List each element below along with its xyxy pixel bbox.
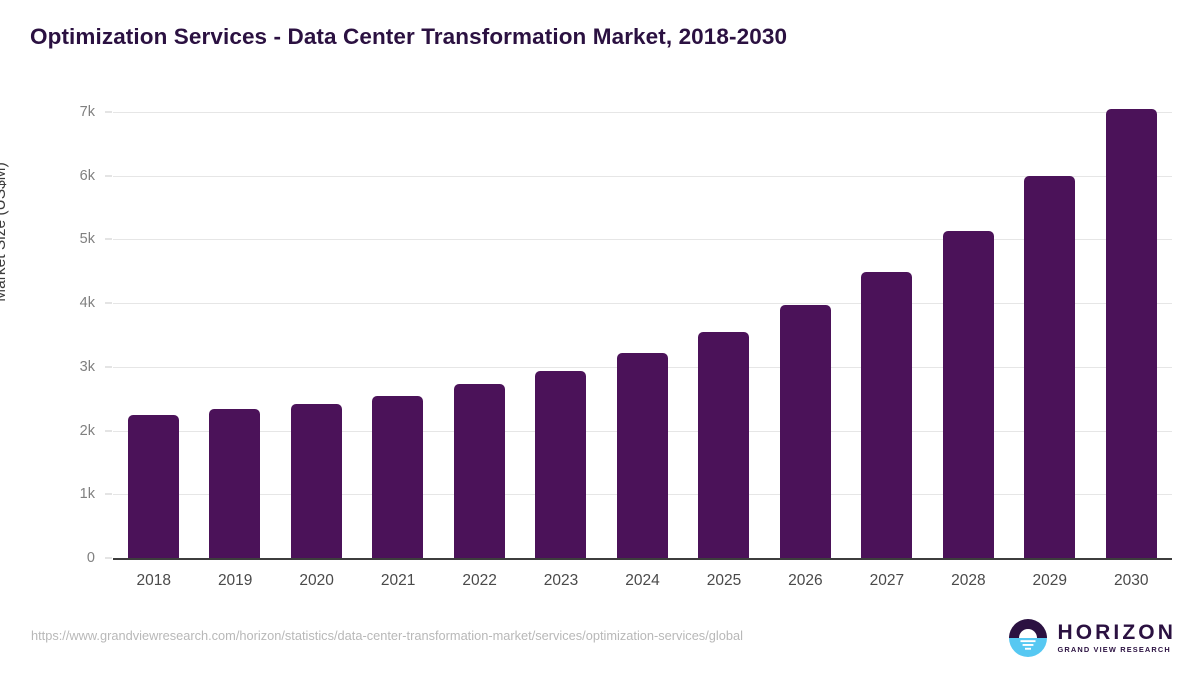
bar[interactable] — [861, 272, 913, 558]
page-title: Optimization Services - Data Center Tran… — [30, 24, 788, 49]
x-axis-tick-label: 2030 — [1114, 572, 1149, 589]
logo-wordmark: HORIZON — [1057, 621, 1176, 645]
x-axis-tick-label: 2028 — [951, 572, 986, 589]
bar-slot — [683, 112, 764, 558]
source-url[interactable]: https://www.grandviewresearch.com/horizo… — [31, 628, 743, 643]
y-axis-tick-mark — [105, 302, 112, 304]
bar[interactable] — [453, 384, 505, 558]
bar[interactable] — [128, 414, 179, 558]
bar-slot — [113, 112, 194, 558]
bar[interactable] — [942, 230, 994, 558]
x-axis-tick-label: 2022 — [462, 572, 497, 589]
x-axis-tick-label: 2018 — [136, 572, 171, 589]
x-axis-tick-label: 2025 — [706, 572, 742, 589]
bar-slot — [357, 112, 438, 558]
y-axis-tick-label: 6k — [79, 167, 95, 184]
bar-slot — [194, 112, 275, 558]
y-axis-title: Market Size (US$M) — [0, 162, 9, 302]
x-axis-tick-label: 2027 — [869, 572, 905, 589]
y-axis-tick-label: 5k — [79, 231, 95, 248]
y-axis-tick-label: 1k — [79, 486, 95, 503]
bar[interactable] — [372, 396, 424, 558]
x-axis-tick-label: 2023 — [543, 572, 579, 589]
bar-slot — [846, 112, 927, 558]
x-axis-tick-label: 2026 — [788, 572, 823, 589]
x-axis-line — [113, 558, 1172, 560]
y-axis-tick-mark — [105, 493, 112, 495]
bar-series — [113, 108, 1172, 558]
y-axis-tick-mark — [105, 430, 112, 432]
bar-slot — [520, 112, 601, 558]
logo-tagline: GRAND VIEW RESEARCH — [1057, 645, 1171, 655]
bar[interactable] — [535, 371, 587, 558]
y-axis-tick-label: 7k — [79, 104, 95, 120]
bar-slot — [602, 112, 683, 558]
bar-slot — [439, 112, 520, 558]
brand-logo: HORIZON GRAND VIEW RESEARCH — [1008, 616, 1176, 660]
y-axis-tick-mark — [105, 238, 112, 240]
x-axis-tick-label: 2019 — [217, 572, 253, 589]
bar[interactable] — [209, 408, 261, 558]
y-axis-tick-mark — [105, 111, 112, 113]
bar[interactable] — [616, 353, 668, 558]
x-axis-tick-label: 2029 — [1032, 572, 1068, 589]
gridline — [113, 303, 1172, 305]
x-axis-tick-label: 2021 — [380, 572, 416, 589]
y-axis-tick-label: 2k — [79, 422, 95, 439]
y-axis-tick-mark — [105, 366, 112, 368]
gridline — [113, 112, 1172, 113]
bar-slot — [765, 112, 846, 558]
horizon-logo-icon — [1009, 619, 1048, 657]
bar-slot — [928, 112, 1009, 558]
logo-text: HORIZON GRAND VIEW RESEARCH — [1057, 622, 1176, 653]
bar-slot — [276, 112, 357, 558]
gridline — [113, 175, 1172, 177]
bar[interactable] — [1105, 108, 1157, 558]
y-axis-tick-label: 4k — [79, 295, 95, 312]
y-axis-tick-label: 3k — [79, 358, 95, 375]
x-axis-tick-label: 2024 — [625, 572, 660, 589]
bar-slot — [1091, 108, 1172, 558]
y-axis-tick-mark — [105, 557, 112, 559]
gridline — [113, 239, 1172, 241]
y-axis-tick-mark — [105, 175, 112, 177]
y-axis-tick-label: 0 — [86, 550, 95, 566]
x-axis-tick-label: 2020 — [299, 572, 334, 589]
bar[interactable] — [698, 331, 750, 558]
bar-slot — [1009, 112, 1090, 558]
bar[interactable] — [1024, 176, 1076, 558]
bar[interactable] — [779, 304, 831, 558]
bar[interactable] — [290, 403, 342, 558]
